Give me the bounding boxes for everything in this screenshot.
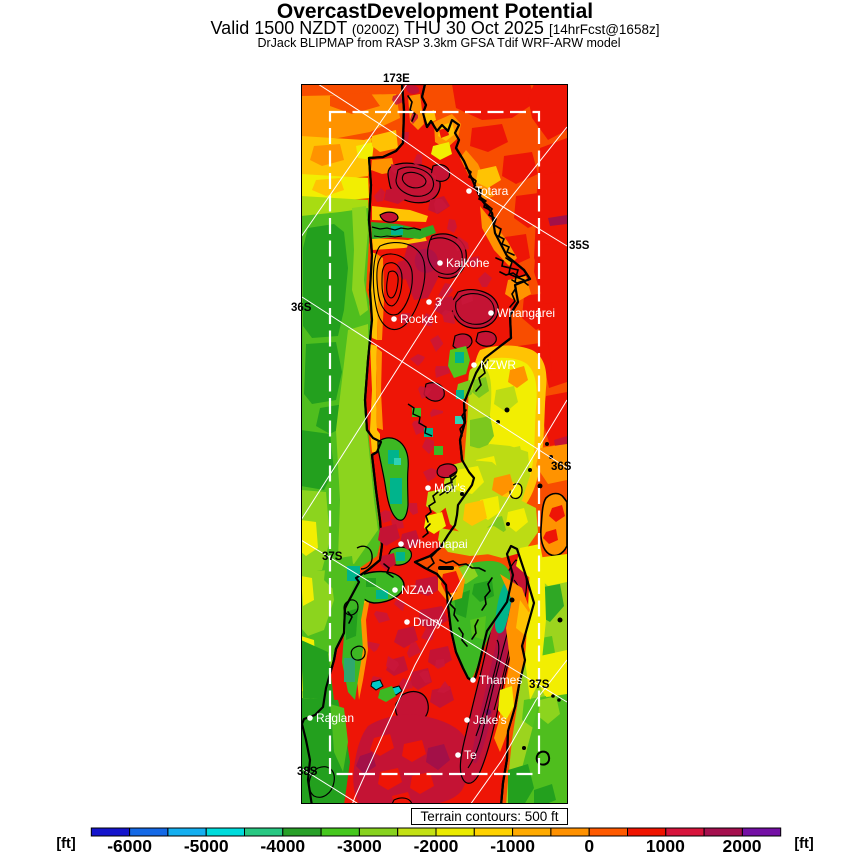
svg-text:-1000: -1000 (490, 836, 535, 856)
svg-text:1000: 1000 (646, 836, 685, 856)
svg-text:2000: 2000 (723, 836, 762, 856)
svg-text:Rocket: Rocket (400, 312, 438, 326)
svg-text:Drury: Drury (413, 615, 442, 629)
svg-text:[ft]: [ft] (794, 836, 813, 852)
svg-text:Te: Te (464, 748, 477, 762)
svg-text:Jake's: Jake's (473, 713, 507, 727)
svg-text:NZAA: NZAA (401, 583, 433, 597)
svg-text:Thames: Thames (479, 673, 522, 687)
svg-text:Whangarei: Whangarei (497, 306, 555, 320)
svg-text:Raglan: Raglan (316, 711, 354, 725)
svg-text:3: 3 (435, 295, 442, 309)
svg-text:Totara: Totara (475, 184, 509, 198)
svg-text:-3000: -3000 (337, 836, 382, 856)
svg-text:[ft]: [ft] (56, 836, 75, 852)
svg-text:36S: 36S (551, 461, 572, 473)
svg-text:Kaikohe: Kaikohe (446, 256, 490, 270)
svg-text:Whenuapai: Whenuapai (407, 537, 468, 551)
svg-text:0: 0 (584, 836, 594, 856)
svg-text:-5000: -5000 (184, 836, 229, 856)
svg-text:Moir's: Moir's (434, 481, 466, 495)
svg-text:-6000: -6000 (107, 836, 152, 856)
svg-text:37S: 37S (322, 551, 343, 563)
svg-text:NZWR: NZWR (480, 358, 516, 372)
svg-text:37S: 37S (529, 679, 550, 691)
svg-text:-2000: -2000 (414, 836, 459, 856)
svg-text:-4000: -4000 (260, 836, 305, 856)
